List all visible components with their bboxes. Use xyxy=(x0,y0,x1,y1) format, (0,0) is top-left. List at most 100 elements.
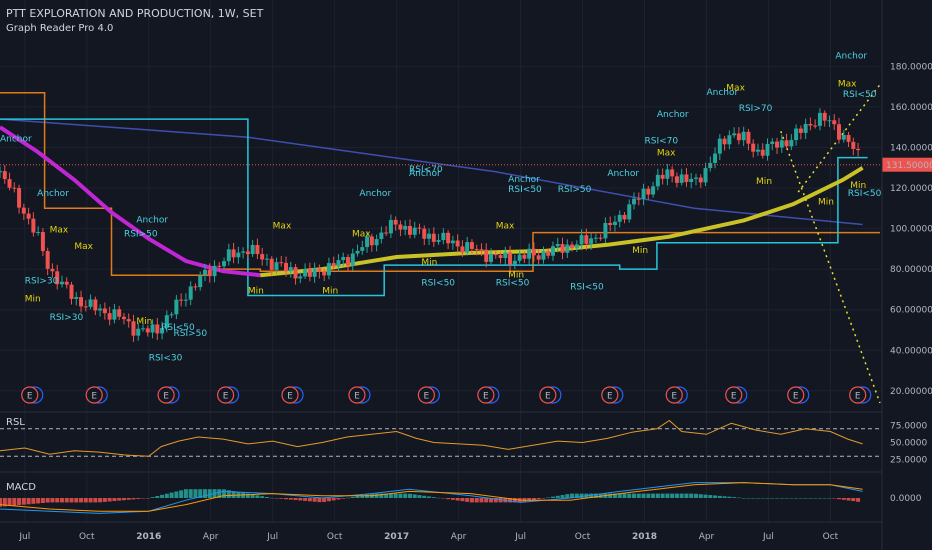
macd-histogram-bar xyxy=(2,498,7,507)
macd-histogram-bar xyxy=(231,491,236,498)
macd-histogram-bar xyxy=(736,497,741,499)
macd-histogram-bar xyxy=(431,497,436,498)
macd-histogram-bar xyxy=(546,497,551,498)
candle-body xyxy=(369,236,374,246)
macd-histogram-bar xyxy=(307,498,312,502)
candle-body xyxy=(36,232,41,234)
macd-histogram-bar xyxy=(622,493,627,498)
candle-body xyxy=(698,177,703,183)
macd-histogram-bar xyxy=(50,498,55,503)
macd-histogram-bar xyxy=(474,498,479,503)
signal-label: RSI<50 xyxy=(848,189,882,199)
macd-histogram-bar xyxy=(40,498,45,503)
candle-body xyxy=(407,225,412,235)
candle-body xyxy=(665,169,670,179)
macd-histogram-bar xyxy=(703,494,708,498)
macd-histogram-bar xyxy=(303,498,308,501)
candle-body xyxy=(312,268,317,277)
candle-body xyxy=(813,125,818,127)
macd-histogram-bar xyxy=(689,493,694,498)
macd-histogram-bar xyxy=(136,498,141,499)
candle-body xyxy=(288,267,293,272)
macd-histogram-bar xyxy=(493,498,498,503)
candle-body xyxy=(64,281,69,285)
macd-histogram-bar xyxy=(336,498,341,500)
rsl-tick-label: 50.0000 xyxy=(890,439,927,449)
signal-labels: Anchor Anchor Anchor Anchor Anchor Anchor Anch… xyxy=(0,51,882,363)
candle-body xyxy=(336,260,341,267)
price-axis[interactable]: 180.00000 160.00000 140.00000 120.00000 100.… xyxy=(890,62,932,396)
macd-histogram-bar xyxy=(112,498,117,502)
candle-body xyxy=(160,327,165,334)
dotted-down-trend xyxy=(780,131,881,404)
earnings-marker xyxy=(85,386,103,404)
signal-label: RSI<70 xyxy=(645,136,679,146)
candle-body xyxy=(498,255,503,258)
rsl-pane: 75.0000 50.0000 25.0000 xyxy=(0,419,927,466)
macd-histogram-bar xyxy=(508,498,513,503)
macd-histogram-bar xyxy=(126,498,131,500)
macd-histogram-bar xyxy=(345,497,350,499)
candle-body xyxy=(517,254,522,261)
candle-body xyxy=(112,309,117,320)
candle-body xyxy=(660,174,665,179)
candle-body xyxy=(603,222,608,239)
signal-label: Min xyxy=(508,270,524,280)
candles xyxy=(0,108,861,342)
macd-histogram-bar xyxy=(69,498,74,503)
signal-label: Anchor xyxy=(0,134,32,144)
macd-histogram-bar xyxy=(803,498,808,499)
macd-histogram-bar xyxy=(217,489,222,498)
time-axis[interactable]: Jul Oct 2016 Apr Jul Oct 2017 Apr Jul Oct 2018 Apr J… xyxy=(18,532,838,542)
candle-body xyxy=(79,297,84,307)
macd-histogram-bar xyxy=(284,498,289,500)
macd-histogram-bar xyxy=(846,498,851,501)
candle-body xyxy=(503,252,508,258)
signal-label: RSI<50 xyxy=(508,185,542,195)
macd-histogram-bar xyxy=(398,493,403,498)
candle-body xyxy=(355,250,360,254)
candle-body xyxy=(512,260,517,265)
macd-histogram-bar xyxy=(655,493,660,498)
candle-body xyxy=(293,267,298,279)
candle-body xyxy=(708,162,713,169)
macd-histogram-bar xyxy=(350,496,355,498)
macd-histogram-bar xyxy=(155,495,160,498)
time-tick-label: Oct xyxy=(823,532,839,542)
candle-body xyxy=(794,128,799,141)
candle-body xyxy=(579,235,584,245)
macd-histogram-bar xyxy=(255,495,260,498)
macd-histogram-bar xyxy=(617,493,622,498)
candle-body xyxy=(188,286,193,300)
candle-body xyxy=(417,227,422,229)
signal-label: RSI<50 xyxy=(161,323,195,333)
candle-body xyxy=(141,328,146,330)
macd-histogram-bar xyxy=(674,493,679,498)
candle-body xyxy=(322,272,327,276)
candle-body xyxy=(117,309,122,317)
macd-histogram-bar xyxy=(798,498,803,499)
candle-body xyxy=(102,308,107,314)
macd-histogram-bar xyxy=(355,496,360,498)
candle-body xyxy=(760,149,765,156)
macd-histogram-bar xyxy=(722,496,727,498)
macd-histogram-bar xyxy=(17,498,22,506)
macd-histogram-bar xyxy=(102,498,107,502)
macd-histogram-bar xyxy=(31,498,36,504)
candle-body xyxy=(584,235,589,244)
candle-body xyxy=(241,251,246,253)
candle-body xyxy=(164,315,169,328)
candle-body xyxy=(284,262,289,272)
macd-histogram-bar xyxy=(198,489,203,498)
macd-histogram-bar xyxy=(83,498,88,503)
candle-body xyxy=(393,219,398,225)
macd-histogram-bar xyxy=(751,498,756,499)
candle-body xyxy=(627,204,632,220)
time-tick-label: Apr xyxy=(699,532,715,542)
macd-histogram-bar xyxy=(88,498,93,503)
orange-step-line xyxy=(0,91,880,276)
candle-body xyxy=(775,141,780,148)
macd-histogram-bar xyxy=(608,493,613,498)
